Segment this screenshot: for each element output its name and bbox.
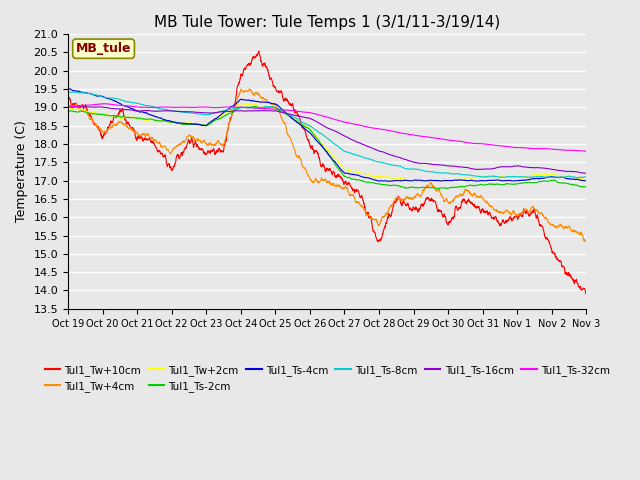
- Line: Tul1_Ts-16cm: Tul1_Ts-16cm: [68, 107, 586, 173]
- Tul1_Tw+10cm: [568, 274, 575, 280]
- Tul1_Ts-16cm: [568, 168, 575, 174]
- Tul1_Ts-8cm: [91, 92, 99, 97]
- Tul1_Ts-32cm: [472, 141, 480, 146]
- Tul1_Tw+10cm: [255, 48, 262, 54]
- Text: MB_tule: MB_tule: [76, 42, 131, 55]
- Tul1_Tw+10cm: [472, 205, 480, 211]
- Tul1_Tw+10cm: [303, 134, 310, 140]
- Tul1_Ts-32cm: [99, 101, 107, 107]
- Tul1_Ts-2cm: [64, 108, 72, 114]
- Tul1_Tw+2cm: [568, 175, 575, 180]
- Tul1_Tw+4cm: [91, 121, 99, 127]
- Tul1_Ts-32cm: [582, 148, 590, 154]
- Tul1_Ts-4cm: [91, 92, 99, 98]
- Tul1_Ts-2cm: [473, 182, 481, 188]
- Tul1_Ts-32cm: [568, 147, 575, 153]
- Tul1_Ts-4cm: [303, 127, 310, 133]
- Line: Tul1_Ts-4cm: Tul1_Ts-4cm: [68, 89, 586, 181]
- Tul1_Ts-4cm: [385, 179, 392, 184]
- Line: Tul1_Tw+2cm: Tul1_Tw+2cm: [68, 103, 586, 182]
- Line: Tul1_Ts-32cm: Tul1_Ts-32cm: [68, 104, 586, 151]
- Tul1_Ts-2cm: [568, 181, 575, 187]
- Tul1_Ts-8cm: [582, 174, 590, 180]
- Tul1_Tw+4cm: [581, 239, 589, 244]
- Tul1_Tw+10cm: [64, 96, 72, 101]
- Tul1_Ts-4cm: [568, 176, 575, 182]
- Tul1_Ts-32cm: [316, 112, 324, 118]
- Tul1_Ts-32cm: [64, 104, 72, 110]
- Tul1_Ts-16cm: [568, 169, 575, 175]
- Tul1_Ts-8cm: [316, 131, 324, 136]
- Tul1_Ts-32cm: [303, 109, 310, 115]
- Tul1_Ts-8cm: [69, 89, 77, 95]
- Line: Tul1_Tw+4cm: Tul1_Tw+4cm: [68, 89, 586, 241]
- Tul1_Ts-4cm: [472, 178, 480, 184]
- Tul1_Ts-8cm: [64, 90, 72, 96]
- Tul1_Ts-8cm: [472, 173, 480, 179]
- Tul1_Tw+2cm: [426, 179, 434, 185]
- Tul1_Tw+10cm: [316, 161, 324, 167]
- Tul1_Tw+2cm: [473, 175, 481, 180]
- Tul1_Ts-16cm: [316, 121, 324, 127]
- Tul1_Ts-8cm: [568, 174, 575, 180]
- Tul1_Tw+2cm: [91, 110, 99, 116]
- Line: Tul1_Ts-8cm: Tul1_Ts-8cm: [68, 92, 586, 178]
- Tul1_Ts-16cm: [64, 105, 72, 110]
- Tul1_Tw+10cm: [91, 122, 99, 128]
- Tul1_Tw+2cm: [568, 175, 575, 180]
- Tul1_Ts-2cm: [91, 111, 99, 117]
- Tul1_Ts-4cm: [568, 176, 575, 182]
- Tul1_Ts-4cm: [582, 178, 590, 183]
- Tul1_Tw+4cm: [316, 178, 324, 184]
- Tul1_Ts-4cm: [64, 86, 72, 92]
- Tul1_Ts-16cm: [91, 104, 99, 110]
- Tul1_Ts-8cm: [303, 121, 310, 127]
- Tul1_Ts-8cm: [568, 174, 575, 180]
- Tul1_Ts-2cm: [316, 141, 324, 146]
- Tul1_Ts-16cm: [79, 104, 86, 109]
- Tul1_Ts-2cm: [568, 181, 575, 187]
- Tul1_Ts-32cm: [568, 147, 575, 153]
- Tul1_Tw+2cm: [64, 105, 72, 111]
- Tul1_Ts-2cm: [434, 186, 442, 192]
- Legend: Tul1_Tw+10cm, Tul1_Tw+4cm, Tul1_Tw+2cm, Tul1_Ts-2cm, Tul1_Ts-4cm, Tul1_Ts-8cm, T: Tul1_Tw+10cm, Tul1_Tw+4cm, Tul1_Tw+2cm, …: [40, 361, 614, 396]
- Tul1_Tw+10cm: [582, 292, 590, 298]
- Tul1_Tw+4cm: [303, 169, 310, 175]
- Line: Tul1_Tw+10cm: Tul1_Tw+10cm: [68, 51, 586, 295]
- Tul1_Ts-16cm: [303, 115, 310, 120]
- Tul1_Tw+2cm: [238, 100, 246, 106]
- Tul1_Ts-16cm: [472, 167, 480, 172]
- Tul1_Ts-2cm: [303, 125, 310, 131]
- Tul1_Tw+4cm: [568, 228, 575, 234]
- Title: MB Tule Tower: Tule Temps 1 (3/1/11-3/19/14): MB Tule Tower: Tule Temps 1 (3/1/11-3/19…: [154, 15, 500, 30]
- Tul1_Tw+2cm: [316, 139, 324, 145]
- Tul1_Tw+4cm: [64, 102, 72, 108]
- Tul1_Ts-32cm: [91, 102, 99, 108]
- Tul1_Ts-8cm: [573, 175, 580, 181]
- Tul1_Ts-2cm: [582, 184, 590, 190]
- Tul1_Tw+4cm: [582, 238, 590, 243]
- Tul1_Ts-4cm: [316, 142, 324, 147]
- Tul1_Ts-16cm: [582, 170, 590, 176]
- Line: Tul1_Ts-2cm: Tul1_Ts-2cm: [68, 107, 586, 189]
- Tul1_Tw+4cm: [568, 228, 575, 233]
- Tul1_Tw+2cm: [582, 178, 590, 183]
- Tul1_Tw+4cm: [245, 86, 253, 92]
- Y-axis label: Temperature (C): Temperature (C): [15, 120, 28, 222]
- Tul1_Ts-2cm: [250, 104, 258, 109]
- Tul1_Tw+4cm: [472, 194, 480, 200]
- Tul1_Tw+2cm: [303, 123, 310, 129]
- Tul1_Tw+10cm: [568, 275, 575, 280]
